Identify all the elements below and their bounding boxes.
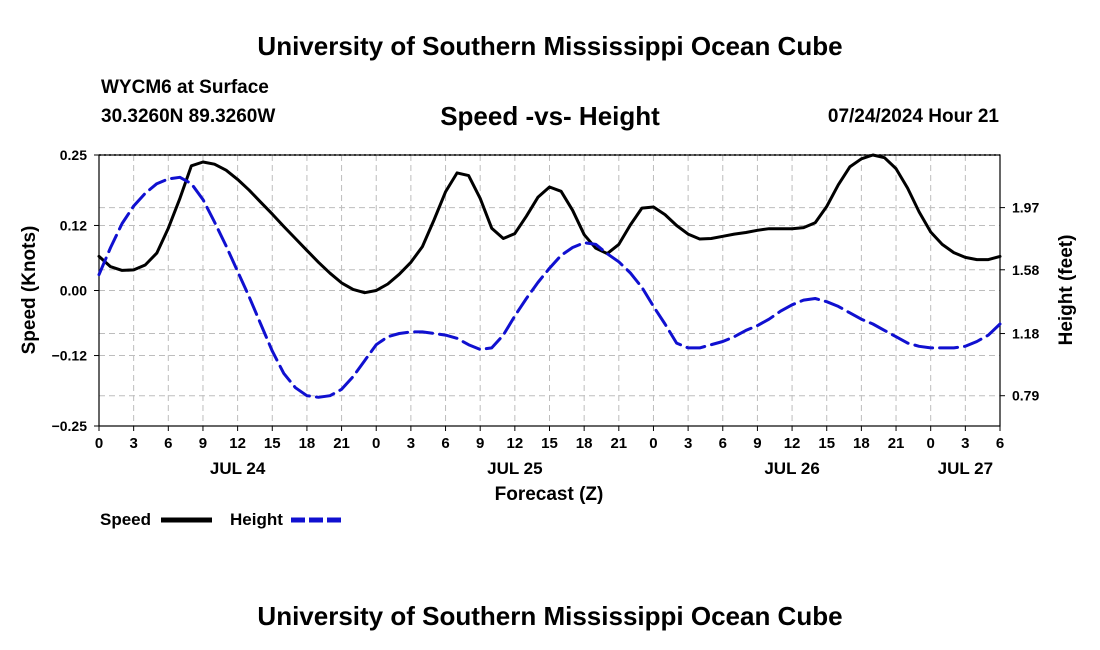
y-right-tick-label: 0.79	[1012, 388, 1039, 404]
x-tick-label: 18	[299, 435, 316, 452]
x-tick-label: 12	[784, 435, 801, 452]
x-tick-label: 12	[229, 435, 246, 452]
x-tick-label: 18	[853, 435, 870, 452]
x-tick-label: 15	[818, 435, 835, 452]
x-tick-label: 3	[684, 435, 692, 452]
legend-speed-label: Speed	[100, 510, 151, 529]
x-tick-label: 3	[961, 435, 969, 452]
y-left-tick-label: −0.25	[52, 418, 88, 434]
chart-main-title: University of Southern Mississippi Ocean…	[257, 31, 843, 61]
series	[97, 153, 1002, 399]
x-tick-label: 6	[441, 435, 449, 452]
y-left-tick-label: −0.12	[52, 348, 88, 364]
y-right-tick-label: 1.18	[1012, 326, 1039, 342]
x-tick-label: 3	[407, 435, 415, 452]
y-right-tick-label: 1.97	[1012, 200, 1039, 216]
x-tick-label: 0	[927, 435, 935, 452]
grid	[99, 154, 1000, 426]
x-tick-label: 15	[264, 435, 281, 452]
x-tick-label: 18	[576, 435, 593, 452]
x-tick-label: 0	[649, 435, 657, 452]
x-axis-ticks: 0 3 6 9 12 15 18 21 0 3 6 9 12 15 18 21 0 3 6 9 12 15 18 21 0 3 6J…	[95, 426, 1004, 478]
x-tick-label: 21	[888, 435, 905, 452]
x-tick-label: 6	[164, 435, 172, 452]
legend: Speed Height	[100, 510, 342, 529]
y-right-tick-label: 1.58	[1012, 262, 1039, 278]
x-tick-label: 9	[476, 435, 484, 452]
x-tick-label: 3	[129, 435, 137, 452]
y-axis-right-title: Height (feet)	[1056, 235, 1077, 346]
station-coordinates: 30.3260N 89.3260W	[101, 106, 276, 127]
x-tick-label: 21	[333, 435, 350, 452]
series-line-speed	[97, 153, 1002, 295]
date-label: JUL 24	[210, 459, 266, 478]
x-tick-label: 9	[753, 435, 761, 452]
date-label: JUL 25	[487, 459, 542, 478]
station-label: WYCM6 at Surface	[101, 77, 269, 98]
x-axis-title: Forecast (Z)	[495, 484, 604, 505]
x-tick-label: 6	[996, 435, 1004, 452]
x-tick-label: 12	[507, 435, 524, 452]
y-left-tick-label: 0.12	[60, 217, 87, 233]
x-tick-label: 21	[610, 435, 627, 452]
legend-height-label: Height	[230, 510, 283, 529]
forecast-datetime: 07/24/2024 Hour 21	[827, 106, 999, 127]
x-tick-label: 9	[199, 435, 207, 452]
y-left-tick-label: 0.00	[60, 283, 87, 299]
date-label: JUL 26	[764, 459, 819, 478]
x-tick-label: 15	[541, 435, 558, 452]
y-left-tick-label: 0.25	[60, 147, 87, 163]
footer-title: University of Southern Mississippi Ocean…	[257, 601, 843, 631]
x-tick-label: 0	[95, 435, 103, 452]
chart-subtitle: Speed -vs- Height	[440, 101, 660, 131]
x-tick-label: 0	[372, 435, 380, 452]
y-axis-left-title: Speed (Knots)	[19, 226, 40, 355]
series-line-height	[97, 175, 1002, 399]
date-label: JUL 27	[938, 459, 993, 478]
x-tick-label: 6	[719, 435, 727, 452]
y-axis-ticks: −0.25 −0.12 0.00 0.12 0.25 0.79 1.18 1.58 1.97	[52, 147, 1040, 434]
